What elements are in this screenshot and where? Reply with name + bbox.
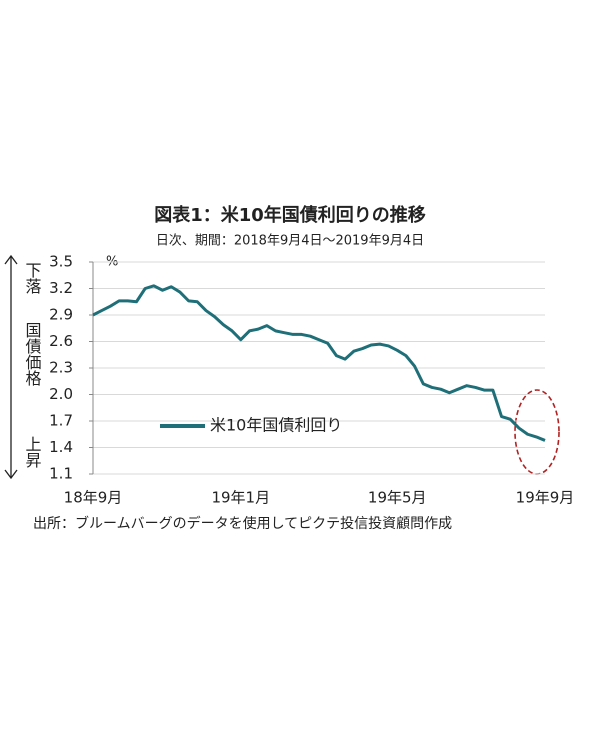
y-tick-label: 2.9 [49, 306, 73, 324]
y-tick-label: 2.3 [49, 359, 73, 377]
source-note: 出所：ブルームバーグのデータを使用してピクテ投信投資顧問作成 [33, 515, 452, 532]
x-tick-label: 19年9月 [516, 489, 575, 507]
y-tick-label: 1.1 [49, 465, 73, 483]
highlight-ellipse [514, 389, 560, 475]
chart-title: 図表1：米10年国債利回りの推移 [154, 204, 426, 226]
annotation: 上昇 [23, 436, 42, 468]
arrow-head [4, 469, 18, 480]
y-tick-label: 3.5 [49, 253, 73, 271]
x-tick-label: 19年5月 [368, 489, 427, 507]
data-line [92, 284, 546, 442]
annotation: 下落 [23, 262, 42, 294]
y-tick-label: 2.0 [49, 385, 73, 403]
legend-label: 米10年国債利回り [210, 416, 342, 435]
x-tick-label: 19年1月 [211, 489, 270, 507]
annotation: 国債価格 [23, 322, 42, 386]
y-tick-label: 3.2 [49, 279, 73, 297]
x-tick-label: 18年9月 [64, 489, 123, 507]
y-tick-label: 1.4 [49, 438, 73, 456]
arrow-head [4, 254, 18, 265]
y-tick-label: 2.6 [49, 332, 73, 350]
y-tick-label: 1.7 [49, 412, 73, 430]
chart-subtitle: 日次、期間：2018年9月4日～2019年9月4日 [156, 233, 424, 249]
